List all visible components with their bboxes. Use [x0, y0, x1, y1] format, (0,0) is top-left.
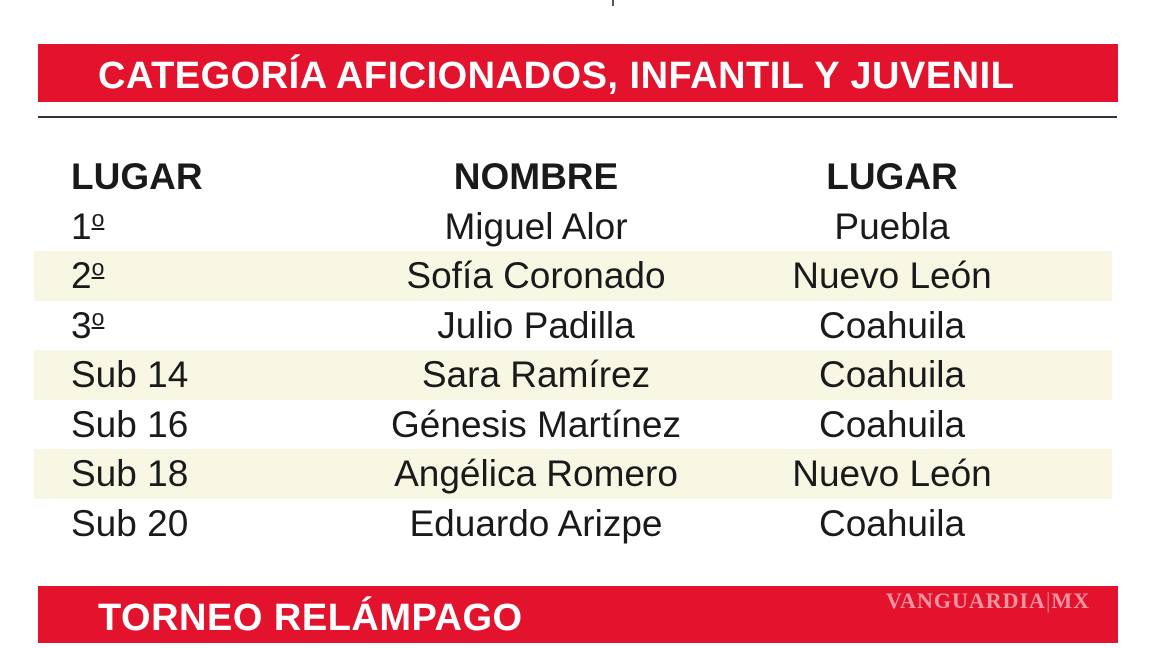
category-title: CATEGORÍA AFICIONADOS, INFANTIL Y JUVENI… — [98, 55, 1015, 97]
row-place: Sub 16 — [71, 403, 189, 445]
divider-rule — [38, 116, 1117, 118]
row-state: Coahuila — [818, 502, 966, 544]
row-name: Eduardo Arizpe — [409, 502, 663, 544]
header-name: NOMBRE — [453, 156, 619, 197]
row-name: Sofía Coronado — [406, 255, 666, 296]
watermark-brand: VANGUARDIA — [886, 588, 1046, 613]
vanguardia-watermark: VANGUARDIA|MX — [886, 588, 1090, 614]
row-place: Sub 20 — [71, 502, 189, 544]
row-name: Julio Padilla — [437, 304, 635, 346]
row-state: Nuevo León — [792, 255, 992, 296]
top-cropped-mark — [612, 0, 624, 6]
row-state: Coahuila — [818, 354, 966, 395]
row-place: Sub 14 — [71, 354, 189, 395]
row-state: Coahuila — [818, 403, 966, 445]
row-place: 3o — [71, 303, 105, 346]
table-row: 2o Sofía Coronado Nuevo León — [34, 251, 1112, 301]
row-place: Sub 18 — [71, 453, 189, 494]
table-row: 3o Julio Padilla Coahuila — [34, 301, 1112, 351]
table-row: Sub 14 Sara Ramírez Coahuila — [34, 350, 1112, 400]
table-row: Sub 16 Génesis Martínez Coahuila — [34, 400, 1112, 450]
row-name: Angélica Romero — [394, 453, 678, 494]
table-row: Sub 20 Eduardo Arizpe Coahuila — [34, 499, 1112, 549]
tournament-banner: TORNEO RELÁMPAGO — [38, 586, 1118, 643]
header-place: LUGAR — [71, 156, 203, 197]
row-name: Miguel Alor — [444, 205, 628, 247]
row-state: Coahuila — [818, 304, 966, 346]
table-header-row: LUGAR NOMBRE LUGAR — [34, 152, 1112, 202]
category-banner: CATEGORÍA AFICIONADOS, INFANTIL Y JUVENI… — [38, 44, 1118, 102]
table-row: Sub 18 Angélica Romero Nuevo León — [34, 449, 1112, 499]
results-table: LUGAR NOMBRE LUGAR 1o Miguel Alor Puebla… — [34, 152, 1112, 548]
row-name: Sara Ramírez — [421, 354, 651, 395]
tournament-title: TORNEO RELÁMPAGO — [98, 597, 523, 639]
row-state: Puebla — [834, 205, 950, 247]
header-location: LUGAR — [826, 156, 958, 197]
watermark-suffix: MX — [1051, 588, 1091, 613]
row-name: Génesis Martínez — [391, 403, 681, 445]
row-state: Nuevo León — [792, 453, 992, 494]
row-place: 2o — [71, 254, 105, 296]
watermark-separator: | — [1045, 588, 1052, 613]
row-place: 1o — [71, 204, 105, 247]
table-row: 1o Miguel Alor Puebla — [34, 202, 1112, 252]
